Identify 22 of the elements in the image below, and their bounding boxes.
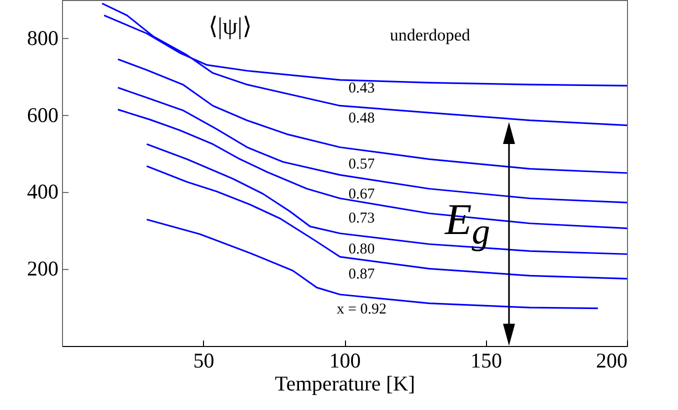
y-tick-label: 400: [27, 180, 58, 204]
y-tick-label: 600: [27, 102, 58, 127]
line-series: [101, 2, 627, 126]
y-tick-label: 200: [27, 256, 58, 281]
x-tick-label: 150: [470, 348, 502, 372]
x-axis-title: Temperature [K]: [274, 372, 416, 396]
series-label: 0.87: [348, 266, 375, 282]
annotation: underdoped: [390, 26, 470, 44]
line-series: [117, 58, 627, 174]
annotation: ⟨|ψ|⟩: [208, 14, 252, 40]
series-label: 0.43: [348, 80, 375, 97]
y-tick-label: 800: [27, 26, 58, 50]
series-label: 0.67: [348, 186, 375, 202]
x-tick-label: 100: [329, 348, 361, 372]
series-label: x = 0.92: [336, 301, 386, 318]
x-tick-label: 50: [193, 348, 214, 372]
series-label: 0.57: [348, 156, 375, 173]
series-label: 0.73: [348, 210, 375, 227]
line-series: [146, 143, 627, 255]
series-label: 0.48: [348, 110, 375, 127]
series-label: 0.80: [348, 242, 375, 258]
x-tick-label: 200: [596, 348, 628, 372]
